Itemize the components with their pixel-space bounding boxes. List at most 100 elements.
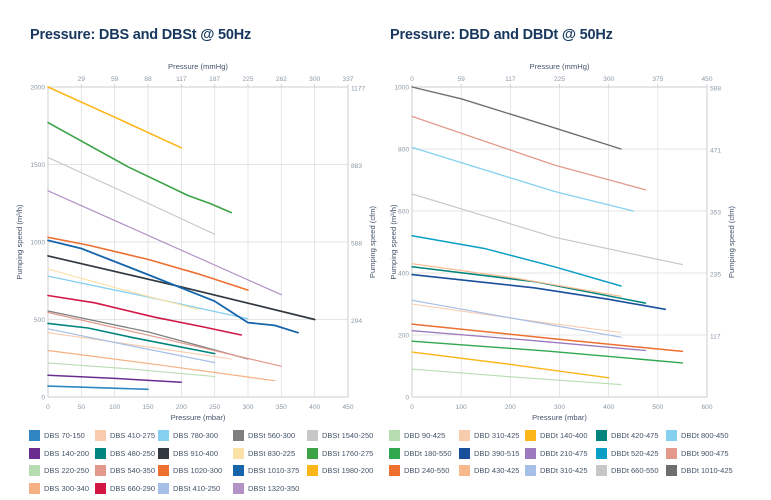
legend-item: DBS 540-350 xyxy=(95,465,158,476)
series-line-dbdt-1010-425 xyxy=(411,86,622,150)
series-line-dbst-410-250 xyxy=(47,328,216,364)
series-line-dbs-220-250 xyxy=(47,362,216,378)
top-axis-title: Pressure (mmHg) xyxy=(530,62,590,71)
x-tick-label: 0 xyxy=(46,404,50,411)
series-line-dbd-310-425 xyxy=(411,303,622,334)
legend-swatch xyxy=(666,465,677,476)
series-line-dbst-830-225 xyxy=(47,268,199,310)
series-line-dbdt-140-400 xyxy=(411,351,610,379)
y2-axis-title: Pumping speed (cfm) xyxy=(727,205,736,278)
legend-right: DBD 90-425 DBD 310-425 DBDt 140-400 DBDt 42… xyxy=(389,430,733,476)
series-lines xyxy=(411,86,684,386)
legend-item: DBD 310-425 xyxy=(459,430,525,441)
y2-tick-label: 353 xyxy=(710,210,721,217)
legend-item: DBDt 180-550 xyxy=(389,447,459,459)
legend-swatch xyxy=(307,447,318,459)
legend-label: DBDt 180-550 xyxy=(404,448,452,458)
plot-border xyxy=(411,86,708,398)
y2-tick-label: 588 xyxy=(351,241,362,248)
y2-tick-label: 294 xyxy=(351,318,362,325)
y-tick-label: 1000 xyxy=(394,85,409,92)
x-axis-title: Pressure (mbar) xyxy=(532,413,587,422)
legend-item: DBSt 1540-250 xyxy=(307,430,373,441)
x-tick-label: 300 xyxy=(554,404,565,411)
series-line-dbd-90-425 xyxy=(411,368,622,386)
legend-item: DBS 70-150 xyxy=(29,430,95,441)
legend-item: DBDt 310-425 xyxy=(525,465,596,476)
legend-item: DBDt 1010-425 xyxy=(666,465,733,476)
series-line-dbs-140-200 xyxy=(47,374,183,384)
series-line-dbs-910-400 xyxy=(47,255,316,321)
x-tick-label: 100 xyxy=(456,404,467,411)
chart-left: 0 50 100 150 200 250 300 350 400 450 0 500 1000 1500 2… xyxy=(15,62,377,422)
x-tick-label: 450 xyxy=(342,404,353,411)
legend-item: DBDt 520-425 xyxy=(596,447,666,459)
legend-swatch xyxy=(233,465,244,476)
top-tick-label: 375 xyxy=(652,76,663,83)
legend-swatch xyxy=(666,447,677,459)
top-axis-title: Pressure (mmHg) xyxy=(168,62,228,71)
legend-item: DBD 240-550 xyxy=(389,465,459,476)
y-tick-label: 400 xyxy=(398,271,409,278)
legend-swatch xyxy=(525,430,536,441)
y-tick-label: 1000 xyxy=(30,240,45,247)
legend-label: DBD 390-515 xyxy=(474,448,520,458)
legend-swatch xyxy=(307,465,318,476)
top-tick-label: 29 xyxy=(78,76,86,83)
legend-swatch xyxy=(596,465,607,476)
legend-swatch xyxy=(596,430,607,441)
legend-item: DBSt 1980-200 xyxy=(307,465,373,476)
series-line-dbd-390-515 xyxy=(411,273,667,311)
series-line-dbdt-660-550 xyxy=(411,193,683,266)
legend-swatch xyxy=(389,430,400,441)
plot-border xyxy=(47,86,349,398)
legend-swatch xyxy=(29,482,40,494)
y2-tick-label: 235 xyxy=(710,272,721,279)
series-line-dbs-410-275 xyxy=(47,332,232,360)
series-line-dbdt-210-475 xyxy=(411,330,647,352)
legend-label: DBS 220-250 xyxy=(44,466,90,475)
legend-label: DBS 410-275 xyxy=(110,431,156,440)
series-line-dbdt-180-550 xyxy=(411,340,684,364)
y-axis-title: Pumping speed (m³/h) xyxy=(389,204,398,280)
x-tick-label: 300 xyxy=(242,404,253,411)
legend-item: DBDt 660-550 xyxy=(596,465,666,476)
legend-swatch xyxy=(389,465,400,476)
y-tick-label: 600 xyxy=(398,209,409,216)
legend-item: DBS 220-250 xyxy=(29,465,95,476)
legend-swatch xyxy=(525,447,536,459)
series-line-dbst-1980-200 xyxy=(47,86,183,149)
legend-item: DBS 660-290 xyxy=(95,482,158,494)
top-tick-label: 450 xyxy=(701,76,712,83)
legend-item: DBS 780-300 xyxy=(158,430,233,441)
y-tick-label: 0 xyxy=(405,395,409,402)
series-line-dbs-540-350 xyxy=(47,311,282,367)
legend-label: DBDt 660-550 xyxy=(611,466,659,475)
legend-label: DBD 90-425 xyxy=(404,431,446,440)
legend-item: DBS 410-275 xyxy=(95,430,158,441)
chart-title-right: Pressure: DBD and DBDt @ 50Hz xyxy=(390,27,613,43)
y-tick-label: 800 xyxy=(398,147,409,154)
legend-label: DBS 910-400 xyxy=(173,448,219,458)
legend-swatch xyxy=(525,465,536,476)
legend-label: DBDt 900-475 xyxy=(681,448,729,458)
legend-label: DBDt 520-425 xyxy=(611,448,659,458)
legend-item: DBS 140-200 xyxy=(29,447,95,459)
series-line-dbdt-520-425 xyxy=(411,235,622,287)
y2-axis-title: Pumping speed (cfm) xyxy=(368,205,377,278)
top-tick-label: 225 xyxy=(242,76,253,83)
legend-label: DBDt 210-475 xyxy=(540,448,588,458)
legend-swatch xyxy=(95,465,106,476)
legend-label: DBDt 1010-425 xyxy=(681,466,733,475)
legend-item: DBS 480-250 xyxy=(95,447,158,459)
series-line-dbst-1010-375 xyxy=(47,239,299,334)
series-line-dbd-240-550 xyxy=(411,323,684,353)
top-tick-label: 117 xyxy=(176,76,187,83)
legend-label: DBSt 830-225 xyxy=(248,448,296,458)
series-line-dbst-1760-275 xyxy=(47,121,233,214)
y-tick-label: 2000 xyxy=(30,85,45,92)
x-tick-label: 400 xyxy=(603,404,614,411)
legend-label: DBSt 1320-350 xyxy=(248,483,300,493)
